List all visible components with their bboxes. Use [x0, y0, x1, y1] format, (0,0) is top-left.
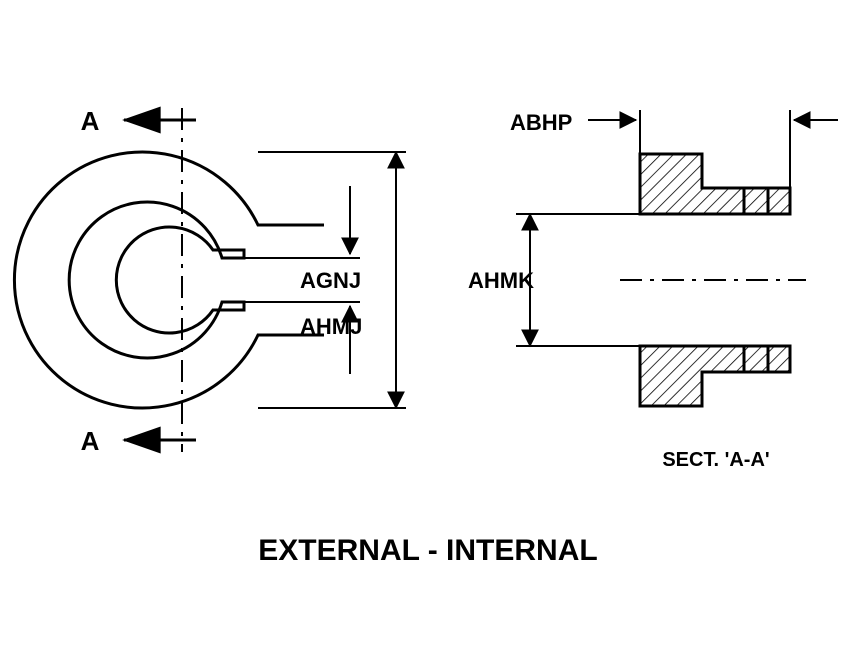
label-ABHP: ABHP [510, 110, 572, 135]
front-view: A A [14, 106, 324, 456]
engineering-drawing: A A AGNJ AHMJ [0, 0, 856, 654]
right-dimensions: ABHP AHMK [468, 110, 838, 346]
label-AHMK: AHMK [468, 268, 534, 293]
drawing-title: EXTERNAL - INTERNAL [258, 534, 597, 567]
section-label: SECT. 'A-A' [662, 449, 769, 471]
label-AHMJ: AHMJ [300, 314, 362, 339]
label-AGNJ: AGNJ [300, 268, 361, 293]
inner-groove-profile [69, 202, 244, 358]
label-A-bottom: A [81, 426, 100, 456]
section-view [620, 154, 806, 406]
label-A-top: A [81, 106, 100, 136]
outer-ring-profile [14, 152, 324, 408]
left-dimensions: AGNJ AHMJ [244, 152, 406, 408]
